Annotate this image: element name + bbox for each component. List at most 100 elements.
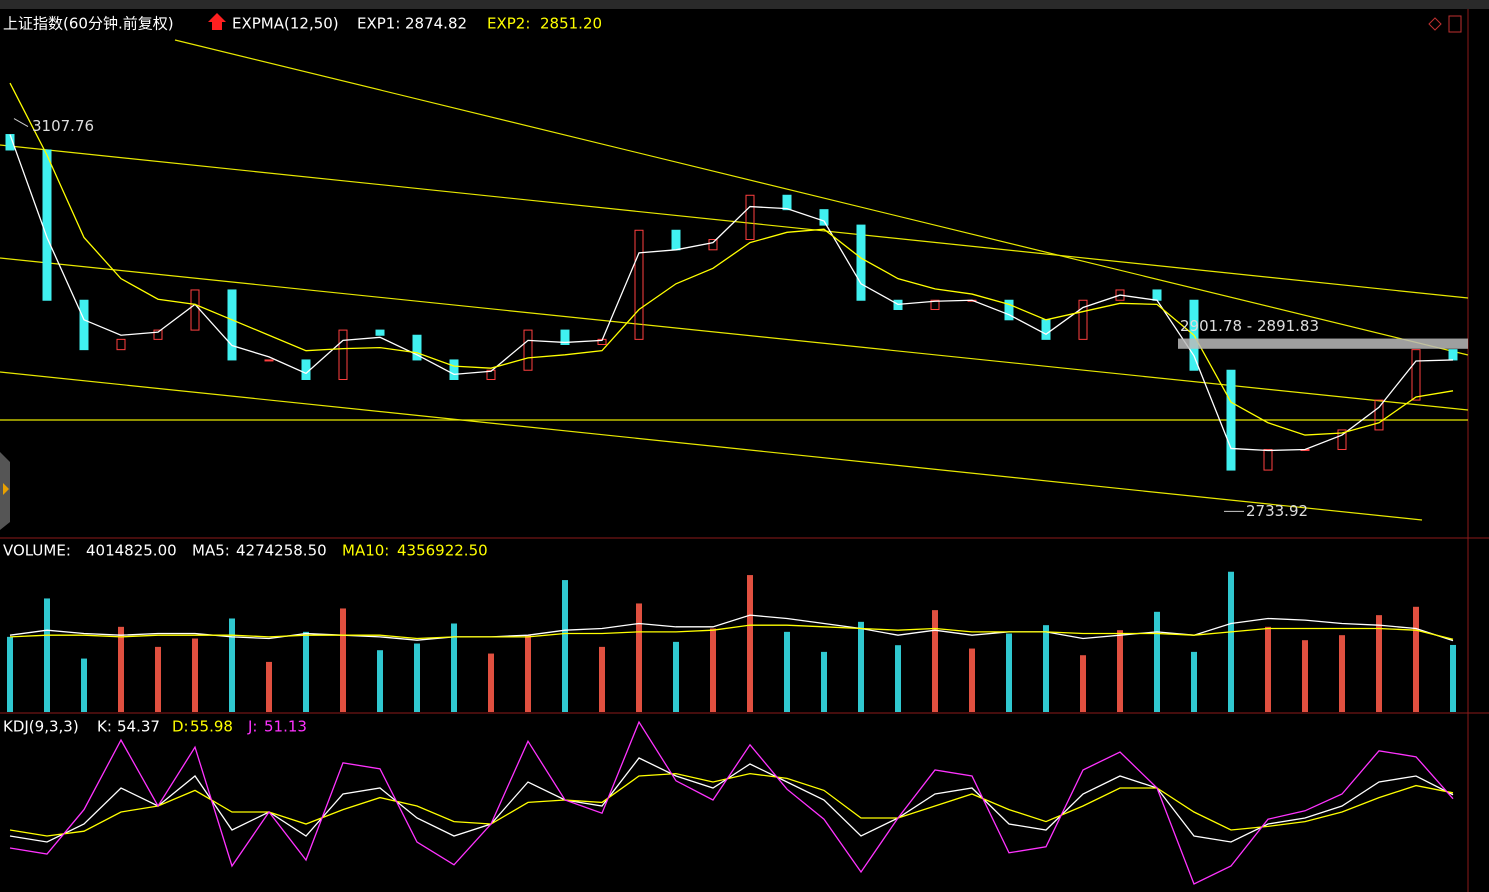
volume-bar xyxy=(673,641,679,712)
candle-body xyxy=(449,359,459,380)
series-line xyxy=(9,757,1454,843)
annotation-arrow xyxy=(13,118,29,127)
volume-bar xyxy=(1191,651,1197,712)
legend-label: EXP2: xyxy=(487,15,530,33)
volume-bar xyxy=(969,648,975,712)
volume-bar xyxy=(821,651,827,712)
legend-label: MA5: xyxy=(192,542,230,560)
series-line xyxy=(9,82,1454,436)
series-line xyxy=(9,772,1454,837)
candle-body xyxy=(708,239,718,251)
legend-value: 51.13 xyxy=(264,718,307,736)
volume-bar xyxy=(1302,640,1308,712)
candle-body xyxy=(42,149,52,301)
candle-body xyxy=(1152,289,1162,301)
candle-body xyxy=(301,359,311,380)
volume-bar xyxy=(1006,633,1012,712)
volume-bar xyxy=(340,608,346,712)
toolbar-icon[interactable] xyxy=(1448,15,1462,33)
candle-body xyxy=(338,329,348,380)
low-label: 2733.92 xyxy=(1246,502,1308,520)
indicator-name: EXPMA(12,50) xyxy=(232,15,339,33)
legend-value: 4274258.50 xyxy=(236,542,327,560)
range-box xyxy=(1178,338,1468,349)
candle-body xyxy=(560,329,570,346)
volume-bar xyxy=(784,631,790,712)
volume-bar xyxy=(488,653,494,712)
candle-body xyxy=(1263,448,1273,471)
toolbar-icon[interactable] xyxy=(1428,17,1442,31)
side-tab-arrow xyxy=(3,483,9,495)
volume-bar xyxy=(229,618,235,712)
candle-body xyxy=(1078,299,1088,340)
candle-body xyxy=(227,289,237,361)
volume-bar xyxy=(562,580,568,712)
volume-bar xyxy=(895,645,901,712)
volume-bar xyxy=(266,661,272,712)
candle-body xyxy=(1226,369,1236,471)
volume-bar xyxy=(44,598,50,712)
legend-label: EXP1: xyxy=(357,15,400,33)
volume-bar xyxy=(1376,615,1382,712)
series-line xyxy=(9,134,1454,452)
volume-bar xyxy=(303,631,309,712)
volume-bar xyxy=(1450,644,1456,712)
volume-bar xyxy=(1117,630,1123,712)
volume-bar xyxy=(1413,606,1419,712)
legend-value: 2874.82 xyxy=(405,15,467,33)
high-label: 3107.76 xyxy=(32,117,94,135)
volume-bar xyxy=(7,636,13,712)
candle-body xyxy=(930,299,940,311)
candle-body xyxy=(745,194,755,241)
candle-body xyxy=(412,334,422,361)
candle-body xyxy=(634,229,644,340)
volume-bar xyxy=(81,658,87,712)
candle-body xyxy=(1411,349,1421,401)
volume-bar xyxy=(377,650,383,712)
candle-body xyxy=(1004,299,1014,321)
legend-label: D: xyxy=(172,718,189,736)
range-label: 2901.78 - 2891.83 xyxy=(1180,317,1319,335)
legend-value: 55.98 xyxy=(190,718,233,736)
volume-bar xyxy=(1043,625,1049,712)
candle-body xyxy=(264,359,274,362)
candle-body xyxy=(153,329,163,340)
panel-title: KDJ(9,3,3) xyxy=(3,718,79,736)
legend-value: 54.37 xyxy=(117,718,160,736)
series-line xyxy=(9,624,1454,640)
volume-bar xyxy=(414,643,420,712)
trend-line xyxy=(0,371,1423,521)
legend-value: 4014825.00 xyxy=(86,542,177,560)
volume-bar xyxy=(599,646,605,712)
volume-bar xyxy=(525,635,531,712)
candle-body xyxy=(523,329,533,371)
volume-bar xyxy=(155,646,161,712)
candle-body xyxy=(1448,349,1458,361)
candle-body xyxy=(819,209,829,226)
volume-bar xyxy=(710,628,716,712)
candle-body xyxy=(856,224,866,301)
volume-bar xyxy=(858,621,864,712)
chart-title: 上证指数(60分钟.前复权) xyxy=(3,15,174,33)
volume-bar xyxy=(451,623,457,712)
trend-line xyxy=(174,39,1469,356)
panel-title: VOLUME: xyxy=(3,542,71,560)
candle-body xyxy=(190,289,200,331)
volume-bar xyxy=(747,575,753,712)
candle-body xyxy=(486,369,496,380)
volume-bar xyxy=(636,603,642,712)
volume-bar xyxy=(118,626,124,712)
legend-label: MA10: xyxy=(342,542,389,560)
candle-body xyxy=(375,329,385,336)
candle-body xyxy=(782,194,792,211)
indicator-icon xyxy=(208,13,226,30)
legend-label: J: xyxy=(247,718,257,736)
series-line xyxy=(9,614,1454,642)
legend-value: 4356922.50 xyxy=(397,542,488,560)
volume-bar xyxy=(1154,611,1160,712)
trend-lines xyxy=(0,39,1469,521)
volume-bar xyxy=(1339,635,1345,712)
tab-strip xyxy=(0,0,1489,9)
